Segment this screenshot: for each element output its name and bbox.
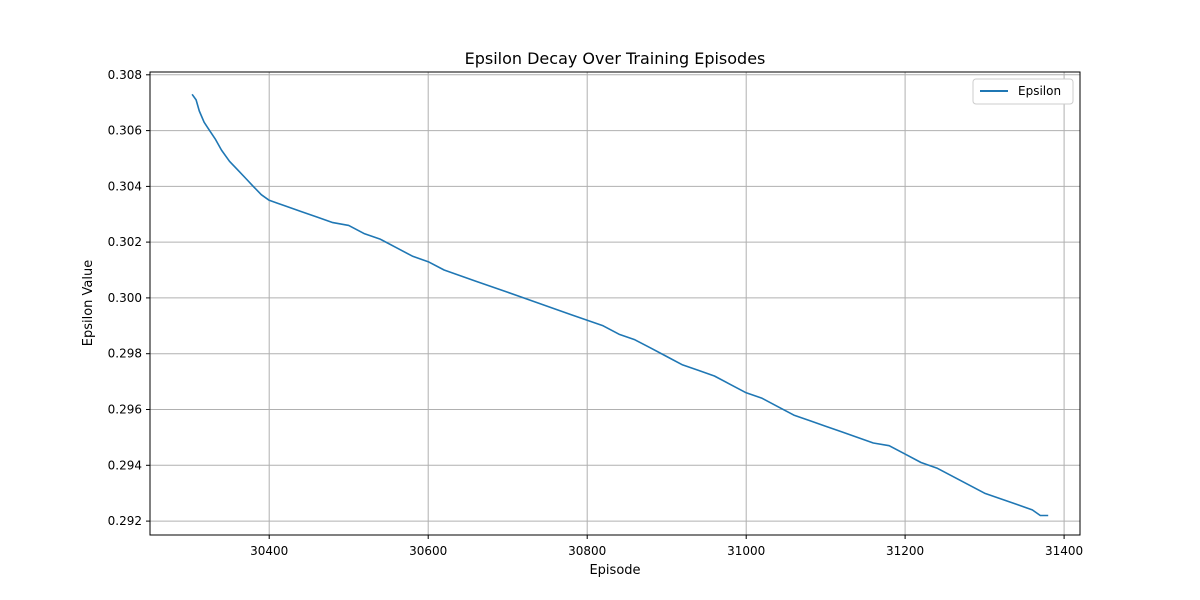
y-tick-label: 0.298 [108, 347, 142, 361]
plot-frame [149, 71, 1081, 536]
x-tick-label: 31200 [886, 544, 924, 558]
x-tick-label: 30800 [568, 544, 606, 558]
y-tick-label: 0.300 [108, 291, 142, 305]
x-tick-label: 30400 [250, 544, 288, 558]
y-axis-label: Epsilon Value [81, 260, 96, 347]
legend-label: Epsilon [1018, 84, 1061, 98]
axis-ticks: 30400 30600 30800 31000 31200 31400 0.292 0.294… [108, 68, 1084, 558]
legend: Epsilon [972, 78, 1074, 105]
chart-title: Epsilon Decay Over Training Episodes [465, 49, 766, 68]
y-tick-label: 0.304 [108, 179, 142, 193]
y-tick-label: 0.302 [108, 235, 142, 249]
y-tick-label: 0.308 [108, 68, 142, 82]
x-tick-label: 31000 [727, 544, 765, 558]
y-tick-label: 0.294 [108, 458, 142, 472]
x-tick-label: 31400 [1045, 544, 1083, 558]
y-tick-label: 0.292 [108, 514, 142, 528]
grid [150, 72, 1080, 535]
series-line-epsilon [191, 93, 1049, 517]
x-tick-label: 30600 [409, 544, 447, 558]
y-tick-label: 0.296 [108, 403, 142, 417]
x-axis-label: Episode [589, 563, 640, 578]
series-layer [191, 93, 1049, 517]
legend-box [972, 78, 1074, 105]
y-tick-label: 0.306 [108, 124, 142, 138]
